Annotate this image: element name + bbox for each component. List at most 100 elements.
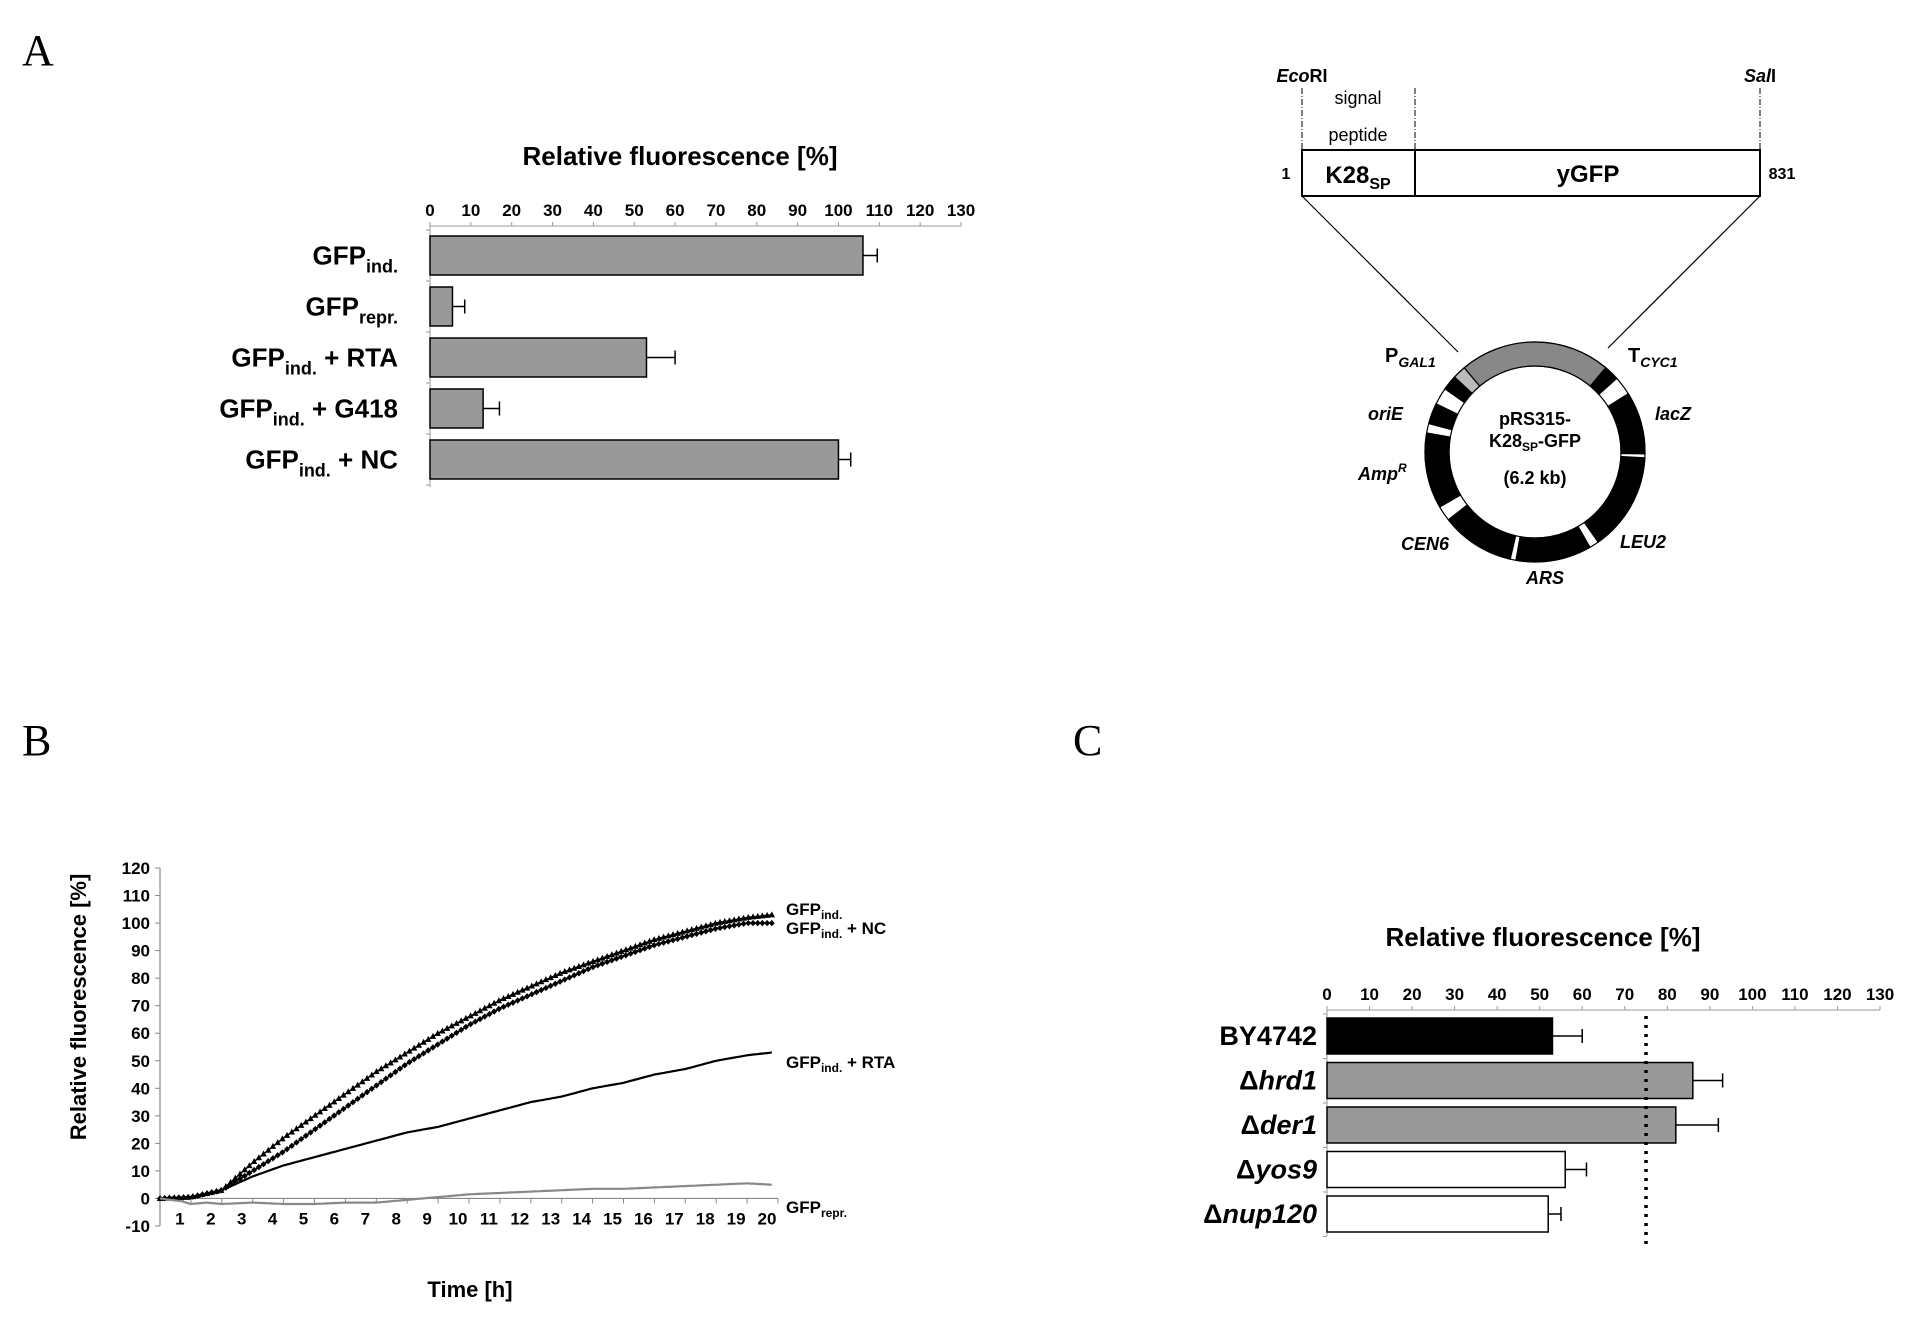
x-tick-label: 19 [727,1209,746,1228]
point-marker [411,1055,418,1063]
series-label-rta: GFPind. + RTA [786,1053,895,1075]
ring-segment-cen6 [1447,504,1517,560]
point-marker [523,984,531,991]
point-marker [462,1014,470,1021]
point-marker [735,915,743,922]
x-tick-label: 9 [422,1209,431,1228]
point-marker [232,1174,239,1181]
point-marker [415,1041,423,1048]
point-marker [716,918,724,925]
point-marker [740,914,747,921]
point-marker [589,957,597,964]
point-marker [406,1047,413,1054]
point-marker [288,1142,295,1150]
pgal1-label: PGAL1 [1385,345,1436,370]
bar [1326,1061,1694,1100]
x-tick-label: 60 [666,201,685,220]
point-marker [768,919,775,927]
point-marker [363,1074,371,1081]
point-marker [265,1158,272,1165]
x-tick-label: 2 [206,1209,215,1228]
point-marker [712,925,719,933]
point-marker [373,1068,380,1075]
point-marker [618,947,625,954]
point-marker [665,932,672,939]
point-marker [528,982,535,989]
ring-segment-ygfp [1463,341,1607,387]
point-marker [674,929,681,936]
x-tick-label: 10 [1360,985,1379,1004]
point-marker [571,972,578,979]
point-marker [354,1081,361,1088]
x-tick-label: 40 [584,201,603,220]
point-marker [307,1115,314,1122]
point-marker [594,956,601,963]
y-tick-label: 90 [131,942,150,961]
end-number: 831 [1769,166,1796,183]
point-marker [236,1170,244,1177]
point-marker [434,1041,441,1048]
point-marker [613,949,620,956]
x-tick-label: 90 [1700,985,1719,1004]
point-marker [763,911,771,918]
point-marker [260,1150,267,1157]
series-line-ind [159,914,772,1200]
orie-label: oriE [1368,404,1404,424]
point-marker [730,916,738,923]
x-tick-label: 18 [696,1209,715,1228]
x-tick-label: 130 [947,201,975,220]
point-marker [274,1152,281,1159]
point-marker [636,941,644,948]
point-marker [646,943,653,951]
point-marker [312,1125,319,1133]
point-marker [279,1149,286,1156]
point-marker [547,974,554,981]
panel-c-axis-ticks: 0 10 20 30 40 50 60 70 80 90 100 110 120 130 [1322,985,1894,1237]
point-marker [237,1175,244,1183]
point-marker [608,957,615,964]
point-marker [509,990,517,997]
point-marker [397,1065,404,1072]
category-label: Δder1 [1241,1110,1317,1140]
x-tick-label: 20 [1403,985,1422,1004]
point-marker [627,944,634,951]
point-marker [566,974,573,981]
point-marker [260,1160,267,1168]
point-marker [392,1056,399,1063]
x-tick-label: 70 [1615,985,1634,1004]
x-tick-label: 5 [299,1209,308,1228]
point-marker [622,952,629,959]
series-label-nc: GFPind. + NC [786,919,886,941]
x-tick-label: 130 [1866,985,1894,1004]
point-marker [467,1020,474,1028]
x-tick-label: 0 [425,201,434,220]
point-marker [731,922,738,929]
point-marker [745,913,752,920]
point-marker [627,950,634,957]
point-marker [331,1112,338,1119]
point-marker [514,988,521,995]
series-line-repr [159,1182,772,1206]
point-marker [655,940,662,948]
point-marker [443,1024,451,1031]
point-marker [580,967,587,975]
point-marker [505,992,512,999]
point-marker [307,1129,314,1136]
plasmid-size: (6.2 kb) [1503,468,1566,488]
point-marker [702,928,709,935]
panel-b-series-labels: GFPind.GFPind. + NC GFPind. + RTA GFPrepr. [786,900,895,1220]
point-marker [477,1015,484,1023]
point-marker [425,1035,432,1042]
category-label: BY4742 [1219,1021,1317,1051]
point-marker [514,997,521,1004]
point-marker [317,1122,324,1129]
point-marker [420,1038,427,1045]
point-marker [646,937,653,944]
point-marker [476,1007,484,1014]
point-marker [538,978,545,985]
point-marker [665,938,672,945]
x-tick-label: 90 [788,201,807,220]
point-marker [547,982,554,990]
point-marker [533,980,540,987]
